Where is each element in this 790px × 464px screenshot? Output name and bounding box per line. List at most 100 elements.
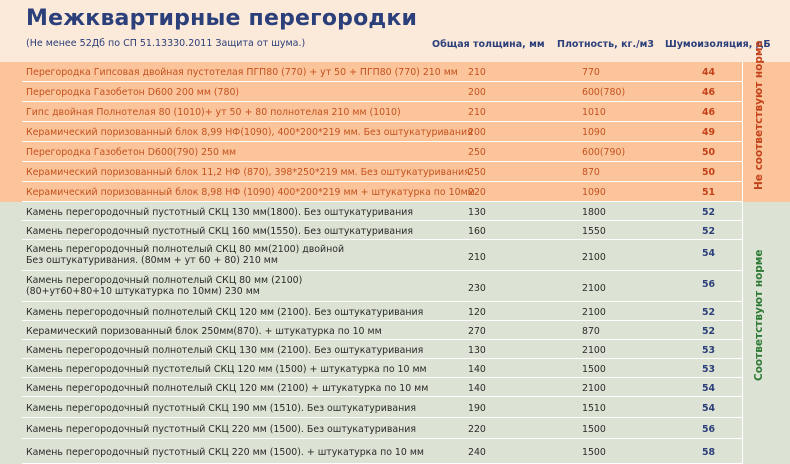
thickness-value: 140 bbox=[468, 364, 486, 375]
density-value: 770 bbox=[582, 67, 600, 78]
label-divider bbox=[742, 62, 743, 464]
thickness-value: 130 bbox=[468, 345, 486, 356]
density-value: 600(780) bbox=[582, 87, 626, 98]
density-value: 1550 bbox=[582, 226, 606, 237]
table-row: Камень перегородочный пустотный СКЦ 160 … bbox=[22, 221, 742, 240]
density-value: 1500 bbox=[582, 447, 606, 458]
noise-insulation-value: 53 bbox=[702, 364, 716, 375]
density-value: 2100 bbox=[582, 345, 606, 356]
partition-name: Перегородка Газобетон D600(790) 250 мм bbox=[26, 147, 237, 158]
thickness-value: 160 bbox=[468, 226, 486, 237]
partition-name: Камень перегородочный пустотный СКЦ 130 … bbox=[26, 207, 413, 218]
noise-insulation-value: 58 bbox=[702, 447, 716, 458]
thickness-value: 200 bbox=[468, 127, 486, 138]
noise-insulation-value: 52 bbox=[702, 226, 716, 237]
noise-insulation-value: 50 bbox=[702, 167, 716, 178]
density-value: 600(790) bbox=[582, 147, 626, 158]
compliant-label: Соответствуют норме bbox=[753, 249, 765, 381]
density-value: 1510 bbox=[582, 403, 606, 414]
thickness-value: 220 bbox=[468, 187, 486, 198]
table-row: Перегородка Газобетон D600(790) 250 мм 25… bbox=[22, 142, 742, 162]
table-row: Керамический поризованный блок 250мм(870… bbox=[22, 321, 742, 340]
table-row: Камень перегородочный пустотный СКЦ 220 … bbox=[22, 418, 742, 439]
thickness-value: 250 bbox=[468, 147, 486, 158]
table-row: Камень перегородочный полнотелый СКЦ 80 … bbox=[22, 240, 742, 271]
table-row: Камень перегородочный полнотелый СКЦ 120… bbox=[22, 302, 742, 321]
table-row: Керамический поризованный блок 8,99 НФ(1… bbox=[22, 122, 742, 142]
partition-name: Керамический поризованный блок 8,98 НФ (… bbox=[26, 187, 475, 198]
table-row: Камень перегородочный полнотелый СКЦ 80 … bbox=[22, 271, 742, 302]
density-value: 2100 bbox=[582, 252, 606, 263]
partition-name: Камень перегородочный пустотный СКЦ 220 … bbox=[26, 447, 424, 458]
table-row: Камень перегородочный пустотный СКЦ 130 … bbox=[22, 202, 742, 221]
table-row: Камень перегородочный пустотелый СКЦ 120… bbox=[22, 359, 742, 378]
density-value: 1010 bbox=[582, 107, 606, 118]
partition-name: Перегородка Газобетон D600 200 мм (780) bbox=[26, 87, 240, 98]
partition-name: Керамический поризованный блок 11,2 НФ (… bbox=[26, 167, 470, 178]
noise-insulation-value: 52 bbox=[702, 307, 716, 318]
thickness-value: 210 bbox=[468, 67, 486, 78]
table-row: Камень перегородочный полнотелый СКЦ 130… bbox=[22, 340, 742, 359]
partition-name: Керамический поризованный блок 250мм(870… bbox=[26, 326, 382, 337]
density-value: 1800 bbox=[582, 207, 606, 218]
partition-name: Камень перегородочный пустотный СКЦ 220 … bbox=[26, 424, 416, 435]
thickness-value: 190 bbox=[468, 403, 486, 414]
partition-name: Камень перегородочный пустотелый СКЦ 120… bbox=[26, 364, 427, 375]
partition-name: Камень перегородочный полнотелый СКЦ 80 … bbox=[26, 275, 303, 286]
thickness-value: 210 bbox=[468, 107, 486, 118]
density-value: 2100 bbox=[582, 283, 606, 294]
table-row: Камень перегородочный полнотелый СКЦ 120… bbox=[22, 378, 742, 397]
density-value: 1090 bbox=[582, 187, 606, 198]
partition-name: Камень перегородочный полнотелый СКЦ 80 … bbox=[26, 244, 345, 255]
table-row: Перегородка Газобетон D600 200 мм (780) 2… bbox=[22, 82, 742, 102]
noise-insulation-value: 46 bbox=[702, 107, 716, 118]
compliant-section: Камень перегородочный пустотный СКЦ 130 … bbox=[0, 202, 790, 464]
partition-name: Камень перегородочный полнотелый СКЦ 120… bbox=[26, 307, 424, 318]
partition-name: Керамический поризованный блок 8,99 НФ(1… bbox=[26, 127, 473, 138]
column-header-noise: Шумоизоляция, дБ bbox=[665, 39, 771, 50]
thickness-value: 230 bbox=[468, 283, 486, 294]
density-value: 1090 bbox=[582, 127, 606, 138]
density-value: 1500 bbox=[582, 424, 606, 435]
partition-name: Гипс двойная Полнотелая 80 (1010)+ ут 50… bbox=[26, 107, 401, 118]
partition-name-line2: Без оштукатуривания. (80мм + ут 60 + 80)… bbox=[26, 255, 278, 266]
table-row: Перегородка Гипсовая двойная пустотелая … bbox=[22, 62, 742, 82]
noise-insulation-value: 51 bbox=[702, 187, 716, 198]
table-row: Гипс двойная Полнотелая 80 (1010)+ ут 50… bbox=[22, 102, 742, 122]
partition-name-line2: (80+ут60+80+10 штукатурка по 10мм) 230 м… bbox=[26, 286, 260, 297]
partition-name: Камень перегородочный полнотелый СКЦ 120… bbox=[26, 383, 429, 394]
column-header-density: Плотность, кг./м3 bbox=[557, 39, 654, 50]
thickness-value: 210 bbox=[468, 252, 486, 263]
thickness-value: 140 bbox=[468, 383, 486, 394]
non-compliant-section: Перегородка Гипсовая двойная пустотелая … bbox=[0, 62, 790, 202]
thickness-value: 200 bbox=[468, 87, 486, 98]
table-row: Камень перегородочный пустотный СКЦ 220 … bbox=[22, 439, 742, 464]
thickness-value: 220 bbox=[468, 424, 486, 435]
partition-name: Перегородка Гипсовая двойная пустотелая … bbox=[26, 67, 458, 78]
thickness-value: 240 bbox=[468, 447, 486, 458]
density-value: 1500 bbox=[582, 364, 606, 375]
noise-insulation-value: 54 bbox=[702, 403, 716, 414]
density-value: 870 bbox=[582, 167, 600, 178]
noise-insulation-value: 54 bbox=[702, 248, 716, 259]
thickness-value: 130 bbox=[468, 207, 486, 218]
table-row: Керамический поризованный блок 8,98 НФ (… bbox=[22, 182, 742, 202]
table-row: Керамический поризованный блок 11,2 НФ (… bbox=[22, 162, 742, 182]
noise-insulation-value: 49 bbox=[702, 127, 716, 138]
density-value: 2100 bbox=[582, 383, 606, 394]
partition-name: Камень перегородочный пустотный СКЦ 160 … bbox=[26, 226, 413, 237]
noise-insulation-value: 52 bbox=[702, 207, 716, 218]
noise-insulation-value: 56 bbox=[702, 424, 716, 435]
density-value: 870 bbox=[582, 326, 600, 337]
thickness-value: 120 bbox=[468, 307, 486, 318]
partition-name: Камень перегородочный пустотный СКЦ 190 … bbox=[26, 403, 416, 414]
noise-insulation-value: 50 bbox=[702, 147, 716, 158]
thickness-value: 270 bbox=[468, 326, 486, 337]
noise-insulation-value: 44 bbox=[702, 67, 716, 78]
page-title: Межквартирные перегородки bbox=[26, 6, 418, 31]
partition-name: Камень перегородочный полнотелый СКЦ 130… bbox=[26, 345, 424, 356]
non-compliant-label: Не соответствуют норме bbox=[753, 40, 765, 190]
column-header-thickness: Общая толщина, мм bbox=[432, 39, 545, 50]
density-value: 2100 bbox=[582, 307, 606, 318]
